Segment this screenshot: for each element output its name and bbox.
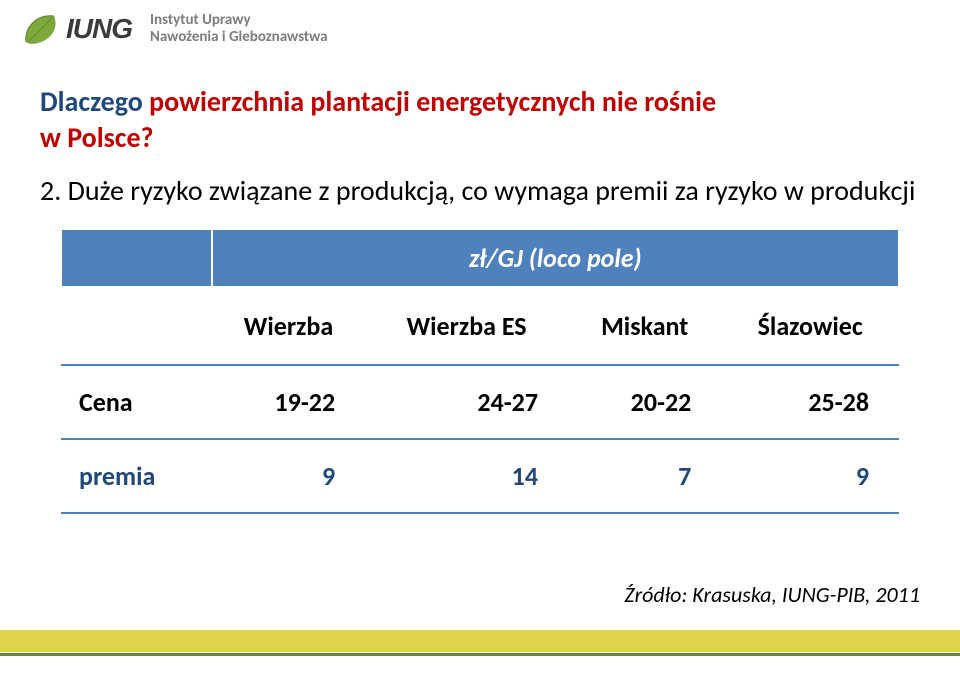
cell: 14 [365, 439, 568, 513]
leaf-icon [20, 10, 64, 48]
table-row: Cena 19-22 24-27 20-22 25-28 [61, 365, 899, 439]
institute-line2: Nawożenia i Gleboznawstwa [150, 29, 328, 46]
cell: 20-22 [568, 365, 721, 439]
col-wierzba: Wierzba [212, 287, 365, 365]
cell: 9 [212, 439, 365, 513]
footer-bar [0, 630, 960, 652]
institute-name: Instytut Uprawy Nawożenia i Gleboznawstw… [150, 12, 328, 47]
table-row: premia 9 14 7 9 [61, 439, 899, 513]
row-label-cena: Cena [61, 365, 212, 439]
slide-title: Dlaczego powierzchnia plantacji energety… [0, 54, 960, 163]
title-line2: w Polsce? [40, 120, 920, 156]
slide: IUNG Instytut Uprawy Nawożenia i Glebozn… [0, 0, 960, 678]
table-column-row: Wierzba Wierzba ES Miskant Ślazowiec [61, 287, 899, 365]
table-unit-header: zł/GJ (loco pole) [212, 229, 899, 287]
logo: IUNG [20, 10, 132, 48]
institute-line1: Instytut Uprawy [150, 12, 328, 29]
cell: 7 [568, 439, 721, 513]
footer-line [0, 653, 960, 656]
cell: 25-28 [721, 365, 899, 439]
price-table: zł/GJ (loco pole) Wierzba Wierzba ES Mis… [0, 228, 960, 514]
source-citation: Źródło: Krasuska, IUNG-PIB, 2011 [624, 581, 920, 608]
header: IUNG Instytut Uprawy Nawożenia i Glebozn… [0, 0, 960, 54]
cell: 19-22 [212, 365, 365, 439]
cell: 24-27 [365, 365, 568, 439]
col-wierzba-es: Wierzba ES [365, 287, 568, 365]
row-label-premia: premia [61, 439, 212, 513]
col-slazowiec: Ślazowiec [721, 287, 899, 365]
subtitle: 2. Duże ryzyko związane z produkcją, co … [0, 163, 960, 228]
cell: 9 [721, 439, 899, 513]
logo-text: IUNG [66, 13, 132, 45]
title-line1: Dlaczego powierzchnia plantacji energety… [40, 84, 920, 120]
col-miskant: Miskant [568, 287, 721, 365]
table-unit-row: zł/GJ (loco pole) [61, 229, 899, 287]
